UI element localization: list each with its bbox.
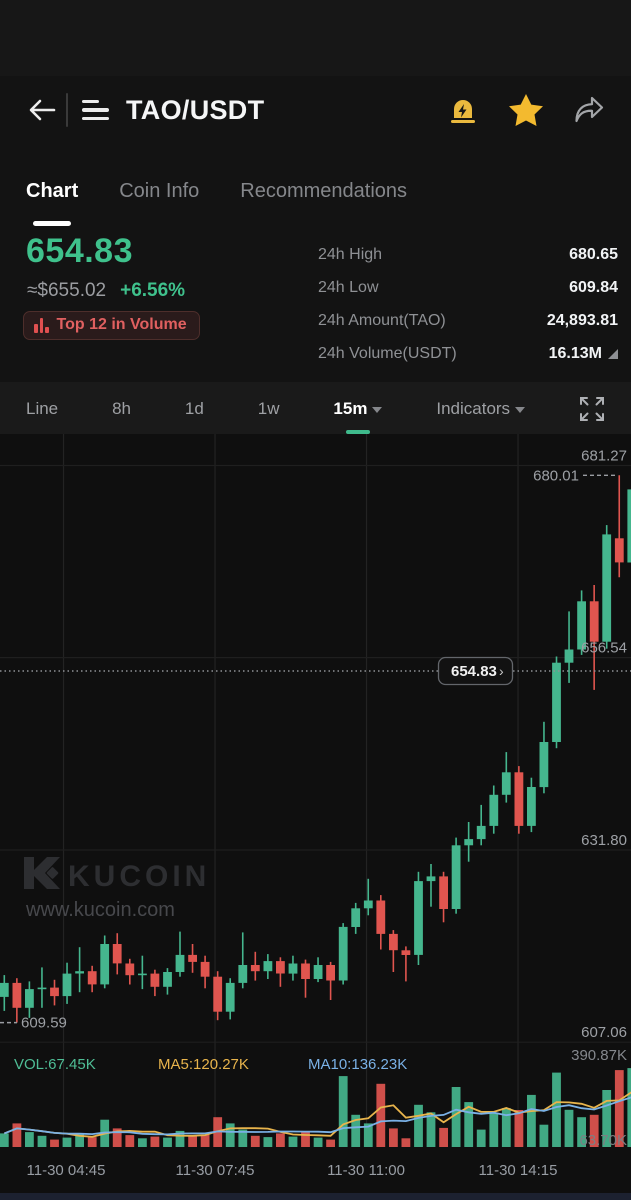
svg-text:631.80: 631.80 xyxy=(581,832,627,849)
stat-value: 24,893.81 xyxy=(546,311,618,329)
interval-underline xyxy=(345,430,370,434)
last-price: 654.83 xyxy=(26,232,133,270)
corner-triangle-icon xyxy=(608,348,618,359)
expand-icon xyxy=(579,397,604,421)
svg-text:654.83: 654.83 xyxy=(451,663,497,680)
toolbar-1d[interactable]: 1d xyxy=(184,399,204,418)
svg-text:656.54: 656.54 xyxy=(581,640,627,657)
change-percent: +6.56% xyxy=(120,280,186,301)
svg-text:390.87K: 390.87K xyxy=(571,1047,627,1064)
stat-label: 24h Volume(USDT) xyxy=(318,344,457,362)
toolbar-8h[interactable]: 8h xyxy=(112,399,131,418)
stat-label: 24h Low xyxy=(318,278,379,296)
tab-chart[interactable]: Chart xyxy=(26,180,79,226)
price-alert-button[interactable] xyxy=(445,92,481,128)
stat-row-low: 24h Low 609.84 xyxy=(318,271,618,304)
svg-text:VOL:67.45K: VOL:67.45K xyxy=(14,1056,96,1073)
toolbar-indicators[interactable]: Indicators xyxy=(436,382,526,434)
svg-text:›: › xyxy=(499,663,504,679)
fullscreen-button[interactable] xyxy=(579,382,605,434)
bottom-panel-edge xyxy=(0,1193,631,1200)
market-info-panel: 654.83 ≈$655.02 +6.56% Top 12 in Volume … xyxy=(0,230,631,380)
stat-value: 680.65 xyxy=(569,245,618,263)
stats-24h: 24h High 680.65 24h Low 609.84 24h Amoun… xyxy=(318,238,618,370)
share-button[interactable] xyxy=(571,92,607,128)
back-arrow-icon xyxy=(29,99,56,121)
tab-coin-info-label: Coin Info xyxy=(119,180,200,202)
top-strip xyxy=(0,0,631,76)
bar-chart-icon xyxy=(34,317,49,333)
svg-text:11-30 07:45: 11-30 07:45 xyxy=(176,1162,255,1179)
app-header: TAO/USDT xyxy=(0,76,631,144)
header-divider xyxy=(66,93,68,127)
stat-row-amount: 24h Amount(TAO) 24,893.81 xyxy=(318,304,618,337)
toolbar-interval-selector[interactable]: 15m xyxy=(333,382,383,434)
svg-text:607.06: 607.06 xyxy=(581,1024,627,1041)
interval-label: 15m xyxy=(333,399,368,418)
top-volume-badge[interactable]: Top 12 in Volume xyxy=(23,311,200,340)
svg-text:680.01: 680.01 xyxy=(533,467,579,484)
svg-text:681.27: 681.27 xyxy=(581,448,627,465)
svg-text:11-30 04:45: 11-30 04:45 xyxy=(27,1162,106,1179)
header-actions xyxy=(445,92,607,128)
stat-value: 609.84 xyxy=(569,278,618,296)
market-list-icon[interactable] xyxy=(82,95,116,125)
active-tab-underline xyxy=(33,221,72,226)
fiat-value: ≈$655.02 xyxy=(27,280,107,301)
tab-chart-label: Chart xyxy=(26,180,79,202)
chart-canvas: KUCOIN www.kucoin.com 680.01 609.59 654.8… xyxy=(0,434,631,1179)
favorite-star-icon xyxy=(509,94,543,126)
toolbar-line[interactable]: Line xyxy=(26,399,59,418)
svg-text:11-30 14:15: 11-30 14:15 xyxy=(479,1162,558,1179)
alert-bell-icon xyxy=(451,100,475,123)
pair-title: TAO/USDT xyxy=(126,94,265,125)
stat-value: 16.13M xyxy=(549,345,618,363)
svg-text:MA5:120.27K: MA5:120.27K xyxy=(158,1056,249,1073)
indicators-label: Indicators xyxy=(436,399,511,418)
chart-toolbar: Line 8h 1d 1w 15m Indicators xyxy=(0,382,631,434)
svg-text:www.kucoin.com: www.kucoin.com xyxy=(25,899,175,921)
tab-coin-info[interactable]: Coin Info xyxy=(119,180,199,217)
tab-recommendations-label: Recommendations xyxy=(240,180,408,202)
chevron-down-icon xyxy=(515,407,526,413)
kucoin-watermark: KUCOIN www.kucoin.com xyxy=(24,857,210,921)
favorite-button[interactable] xyxy=(508,92,544,128)
stat-row-volume[interactable]: 24h Volume(USDT) 16.13M xyxy=(318,337,618,370)
svg-text:609.59: 609.59 xyxy=(21,1015,67,1032)
tab-bar: Chart Coin Info Recommendations xyxy=(26,180,407,226)
stat-label: 24h Amount(TAO) xyxy=(318,311,446,329)
volume-value: 16.13M xyxy=(548,344,602,362)
share-arrow-icon xyxy=(575,96,604,123)
stat-row-high: 24h High 680.65 xyxy=(318,238,618,271)
chevron-down-icon xyxy=(372,407,383,413)
toolbar-1w[interactable]: 1w xyxy=(257,399,280,418)
back-button[interactable] xyxy=(24,92,60,128)
svg-text:KUCOIN: KUCOIN xyxy=(68,860,210,893)
tab-recommendations[interactable]: Recommendations xyxy=(240,180,407,217)
price-subrow: ≈$655.02 +6.56% xyxy=(27,280,185,302)
svg-text:MA10:136.23K: MA10:136.23K xyxy=(308,1056,407,1073)
top-volume-badge-label: Top 12 in Volume xyxy=(56,316,187,333)
svg-text:63.70K: 63.70K xyxy=(579,1132,627,1149)
last-price-pill[interactable]: 654.83 › xyxy=(437,656,514,686)
candlestick-chart[interactable]: KUCOIN www.kucoin.com 680.01 609.59 654.8… xyxy=(0,434,631,1193)
stat-label: 24h High xyxy=(318,245,383,263)
svg-text:11-30 11:00: 11-30 11:00 xyxy=(327,1162,405,1179)
